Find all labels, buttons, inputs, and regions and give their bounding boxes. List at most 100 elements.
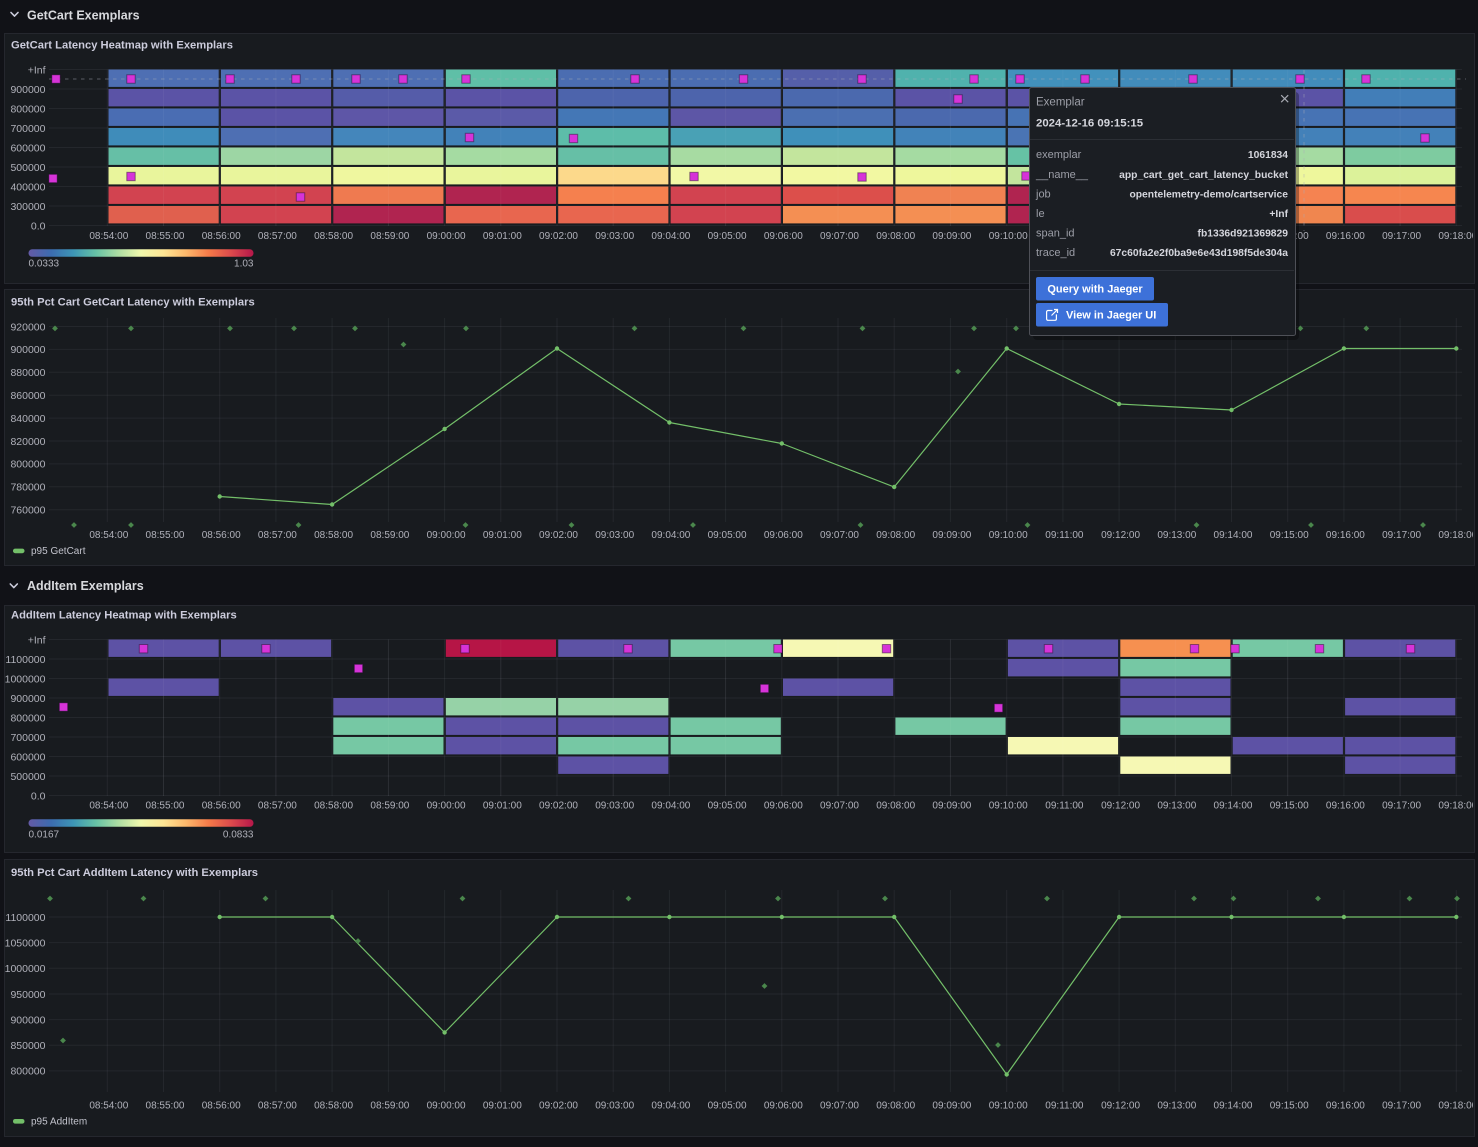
svg-text:600000: 600000 [10,142,45,154]
svg-text:09:15:00: 09:15:00 [1270,530,1309,541]
svg-text:850000: 850000 [10,1040,45,1052]
svg-text:1061834: 1061834 [1248,150,1288,161]
svg-text:09:14:00: 09:14:00 [1214,1101,1253,1112]
svg-text:08:59:00: 08:59:00 [370,801,409,812]
svg-text:09:00:00: 09:00:00 [427,231,466,242]
svg-text:09:16:00: 09:16:00 [1326,801,1365,812]
svg-text:+Inf: +Inf [1269,209,1288,220]
svg-text:09:16:00: 09:16:00 [1326,231,1365,242]
svg-text:08:54:00: 08:54:00 [89,231,128,242]
svg-text:09:12:00: 09:12:00 [1101,801,1140,812]
svg-text:GetCart Latency Heatmap with E: GetCart Latency Heatmap with Exemplars [11,40,233,52]
svg-text:900000: 900000 [10,693,45,705]
svg-text:09:17:00: 09:17:00 [1382,231,1421,242]
svg-text:760000: 760000 [10,505,45,517]
svg-text:+Inf: +Inf [28,64,46,76]
svg-text:09:02:00: 09:02:00 [539,1101,578,1112]
svg-text:09:00:00: 09:00:00 [427,801,466,812]
svg-text:09:06:00: 09:06:00 [764,231,803,242]
svg-text:09:01:00: 09:01:00 [483,1101,522,1112]
svg-text:09:18:00: 09:18:00 [1438,231,1477,242]
svg-text:840000: 840000 [10,413,45,425]
svg-text:09:13:00: 09:13:00 [1157,801,1196,812]
svg-text:AddItem Latency Heatmap with E: AddItem Latency Heatmap with Exemplars [11,610,237,622]
svg-text:08:55:00: 08:55:00 [146,1101,185,1112]
svg-text:08:57:00: 08:57:00 [258,530,297,541]
svg-text:900000: 900000 [10,344,45,356]
svg-text:09:09:00: 09:09:00 [932,231,971,242]
svg-text:08:58:00: 08:58:00 [314,530,353,541]
svg-text:0.0: 0.0 [31,220,46,232]
svg-text:08:56:00: 08:56:00 [202,231,241,242]
svg-text:08:57:00: 08:57:00 [258,1101,297,1112]
svg-text:p95 GetCart: p95 GetCart [31,546,86,557]
svg-text:09:12:00: 09:12:00 [1101,530,1140,541]
svg-text:800000: 800000 [10,103,45,115]
svg-text:09:05:00: 09:05:00 [708,801,747,812]
svg-text:09:17:00: 09:17:00 [1382,801,1421,812]
svg-text:09:10:00: 09:10:00 [989,801,1028,812]
svg-text:1.03: 1.03 [234,258,254,269]
svg-text:09:09:00: 09:09:00 [932,1101,971,1112]
svg-text:09:15:00: 09:15:00 [1270,801,1309,812]
svg-text:95th Pct Cart AddItem Latency: 95th Pct Cart AddItem Latency with Exemp… [11,867,258,879]
svg-text:09:02:00: 09:02:00 [539,231,578,242]
svg-text:700000: 700000 [10,732,45,744]
svg-text:09:02:00: 09:02:00 [539,530,578,541]
svg-text:AddItem Exemplars: AddItem Exemplars [27,579,144,593]
svg-text:09:10:00: 09:10:00 [989,530,1028,541]
svg-text:0.0: 0.0 [31,790,46,802]
svg-text:820000: 820000 [10,436,45,448]
svg-text:09:18:00: 09:18:00 [1438,530,1477,541]
svg-text:500000: 500000 [10,771,45,783]
svg-text:09:15:00: 09:15:00 [1270,1101,1309,1112]
svg-text:p95 AddItem: p95 AddItem [31,1117,87,1128]
svg-text:08:55:00: 08:55:00 [146,530,185,541]
svg-text:1100000: 1100000 [5,654,45,666]
svg-text:exemplar: exemplar [1036,149,1082,161]
svg-text:1050000: 1050000 [5,937,46,949]
svg-text:860000: 860000 [10,390,45,402]
svg-text:app_cart_get_cart_latency_buck: app_cart_get_cart_latency_bucket [1119,170,1288,181]
svg-text:09:04:00: 09:04:00 [651,231,690,242]
svg-text:09:01:00: 09:01:00 [483,231,522,242]
svg-text:09:11:00: 09:11:00 [1045,1101,1084,1112]
svg-text:08:57:00: 08:57:00 [258,801,297,812]
svg-text:09:18:00: 09:18:00 [1438,1101,1477,1112]
svg-text:09:08:00: 09:08:00 [876,801,915,812]
svg-text:09:08:00: 09:08:00 [876,1101,915,1112]
svg-text:trace_id: trace_id [1036,247,1075,259]
svg-text:900000: 900000 [10,84,45,96]
svg-text:09:01:00: 09:01:00 [483,530,522,541]
svg-text:09:04:00: 09:04:00 [651,801,690,812]
svg-text:le: le [1036,208,1045,220]
svg-text:950000: 950000 [10,989,45,1001]
svg-text:09:02:00: 09:02:00 [539,801,578,812]
svg-text:08:58:00: 08:58:00 [314,1101,353,1112]
svg-text:800000: 800000 [10,1066,45,1078]
svg-text:300000: 300000 [10,201,45,213]
svg-text:09:17:00: 09:17:00 [1382,530,1421,541]
svg-text:0.0167: 0.0167 [29,829,60,840]
svg-text:09:07:00: 09:07:00 [820,801,859,812]
svg-text:View in Jaeger UI: View in Jaeger UI [1066,310,1156,322]
svg-text:09:10:00: 09:10:00 [989,231,1028,242]
svg-text:08:56:00: 08:56:00 [202,801,241,812]
svg-text:09:03:00: 09:03:00 [595,1101,634,1112]
svg-text:09:03:00: 09:03:00 [595,530,634,541]
svg-text:08:55:00: 08:55:00 [146,231,185,242]
svg-text:GetCart Exemplars: GetCart Exemplars [27,9,140,23]
svg-text:09:05:00: 09:05:00 [708,530,747,541]
svg-text:67c60fa2e2f0ba9e6e43d198f5de30: 67c60fa2e2f0ba9e6e43d198f5de304a [1110,248,1288,259]
svg-text:600000: 600000 [10,751,45,763]
svg-text:09:07:00: 09:07:00 [820,530,859,541]
svg-text:09:03:00: 09:03:00 [595,231,634,242]
svg-text:09:13:00: 09:13:00 [1157,1101,1196,1112]
svg-text:880000: 880000 [10,367,45,379]
svg-text:500000: 500000 [10,162,45,174]
svg-text:09:11:00: 09:11:00 [1045,530,1084,541]
svg-text:09:14:00: 09:14:00 [1214,530,1253,541]
svg-text:920000: 920000 [10,321,45,333]
svg-text:Exemplar: Exemplar [1036,97,1085,109]
svg-text:1000000: 1000000 [5,673,46,685]
